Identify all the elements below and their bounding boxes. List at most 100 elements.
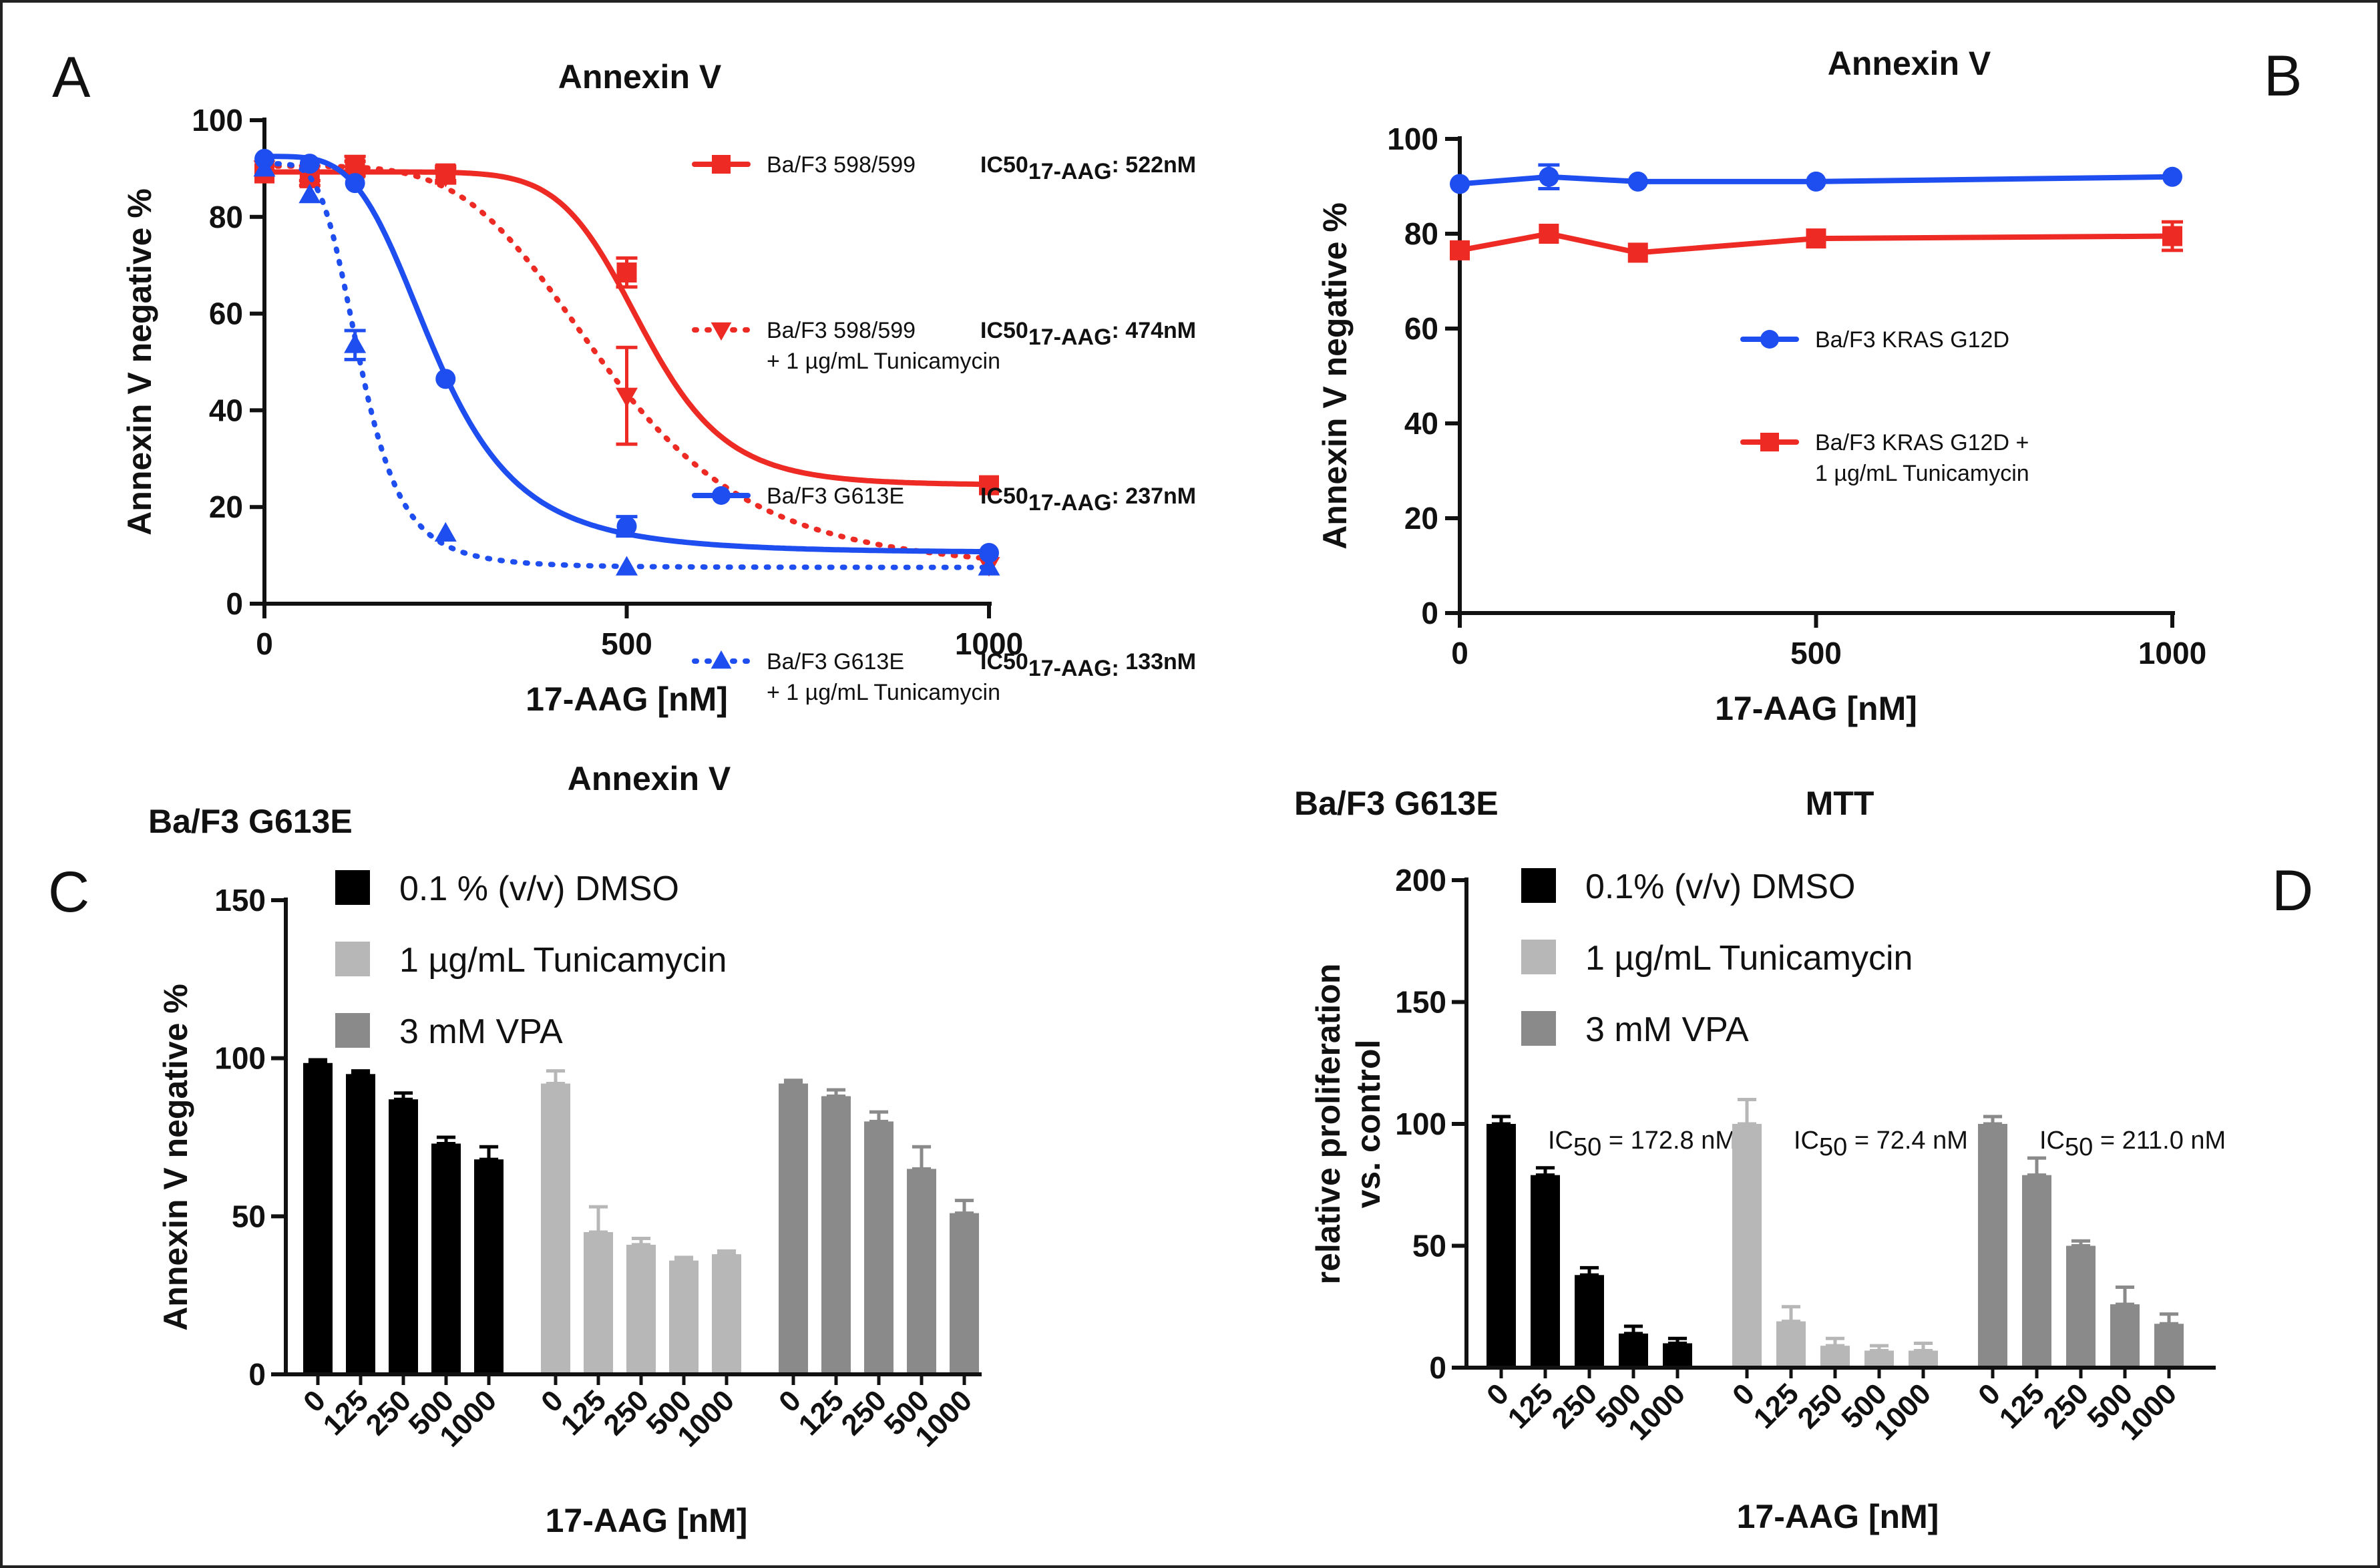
data-point bbox=[1450, 240, 1470, 260]
data-point bbox=[299, 183, 321, 204]
data-point bbox=[616, 262, 637, 283]
data-point bbox=[253, 157, 276, 177]
panel-label-b: B bbox=[2264, 44, 2302, 108]
bar bbox=[950, 1213, 979, 1374]
legend-swatch-marker bbox=[1760, 330, 1779, 349]
legend-label: 0.1 % (v/v) DMSO bbox=[399, 869, 679, 908]
bar bbox=[1820, 1346, 1850, 1368]
error-bar bbox=[674, 1255, 694, 1263]
series-line bbox=[262, 169, 992, 487]
x-tick-label: 0 bbox=[256, 626, 273, 661]
chart-title: Annexin V bbox=[1828, 45, 1991, 82]
ic50-subscript: 50 bbox=[2065, 1133, 2093, 1161]
bar bbox=[669, 1260, 699, 1374]
y-tick-label: 20 bbox=[1404, 501, 1438, 536]
legend-label-line2: + 1 µg/mL Tunicamycin bbox=[767, 349, 1000, 374]
ic50-label: IC5017-AAG: 237nM bbox=[980, 483, 1196, 516]
bar bbox=[346, 1074, 375, 1374]
ic50-annotation: IC50 = 211.0 nM bbox=[2039, 1127, 2226, 1161]
legend-label: 3 mM VPA bbox=[399, 1012, 563, 1051]
legend-entry-0: Ba/F3 KRAS G12D bbox=[1740, 327, 2009, 353]
y-tick-label: 60 bbox=[209, 297, 243, 331]
legend-entry-0: Ba/F3 598/599 IC5017-AAG: 522nM bbox=[692, 152, 1196, 184]
ic50-prefix: IC50 bbox=[980, 483, 1028, 509]
legend-label-line2: 1 µg/mL Tunicamycin bbox=[1815, 461, 2029, 486]
bar bbox=[1663, 1343, 1692, 1368]
series-a-2 bbox=[254, 148, 999, 563]
bar bbox=[1732, 1124, 1762, 1368]
legend-entry-2: Ba/F3 G613E IC5017-AAG: 237nM bbox=[692, 483, 1196, 516]
y-axis-title-line1: relative proliferation bbox=[1310, 964, 1347, 1285]
x-axis-title: 17-AAG [nM] bbox=[1715, 690, 1917, 727]
legend-label: 0.1% (v/v) DMSO bbox=[1585, 867, 1856, 906]
bar bbox=[1864, 1350, 1894, 1368]
chart-title: MTT bbox=[1806, 785, 1874, 822]
chart-subtitle: Ba/F3 G613E bbox=[148, 803, 353, 840]
ic50-prefix: IC bbox=[1794, 1127, 1819, 1155]
bar bbox=[2066, 1245, 2096, 1368]
ic50-annotation: IC50 = 72.4 nM bbox=[1794, 1127, 1968, 1161]
y-tick-label: 60 bbox=[1404, 311, 1438, 346]
ic50-value: : 522nM bbox=[1112, 152, 1197, 178]
bar bbox=[779, 1083, 808, 1374]
x-tick-label: 500 bbox=[601, 626, 652, 661]
ic50-label: IC5017-AAG: 522nM bbox=[980, 152, 1196, 184]
data-point bbox=[1627, 171, 1648, 192]
ic50-value: 133nM bbox=[1119, 649, 1196, 674]
y-tick-label: 100 bbox=[192, 103, 243, 138]
ic50-subscript: 17-AAG: bbox=[1028, 656, 1119, 681]
series-b-1 bbox=[1450, 220, 2183, 263]
ic50-value: : 474nM bbox=[1112, 318, 1197, 343]
legend-entry-1: Ba/F3 598/599+ 1 µg/mL TunicamycinIC5017… bbox=[692, 318, 1197, 374]
panel-b: B Annexin V 17-AAG [nM] Annexin V negative … bbox=[1316, 44, 2302, 727]
data-point bbox=[2162, 226, 2182, 246]
data-point bbox=[1450, 174, 1470, 194]
data-point bbox=[345, 173, 365, 194]
bar bbox=[907, 1169, 936, 1374]
error-bar bbox=[351, 1069, 371, 1076]
y-tick-label: 40 bbox=[1404, 406, 1438, 441]
ic50-prefix: IC50 bbox=[980, 152, 1028, 178]
y-tick-label: 0 bbox=[248, 1357, 266, 1392]
data-point bbox=[979, 475, 999, 496]
y-tick-label: 50 bbox=[232, 1199, 266, 1233]
bar bbox=[474, 1159, 504, 1374]
bar bbox=[1776, 1321, 1806, 1368]
x-axis-title: 17-AAG [nM] bbox=[1737, 1498, 1939, 1535]
y-axis-title-line2: vs. control bbox=[1350, 1040, 1387, 1209]
panel-label-c: C bbox=[48, 860, 89, 924]
bar bbox=[864, 1121, 894, 1374]
error-bar bbox=[308, 1058, 328, 1065]
y-axis-title: Annexin V negative % bbox=[1316, 202, 1354, 550]
legend-label: 1 µg/mL Tunicamycin bbox=[1585, 939, 1913, 978]
x-axis-title: 17-AAG [nM] bbox=[526, 680, 728, 718]
chart-title: Annexin V bbox=[558, 58, 722, 95]
bar bbox=[541, 1083, 570, 1374]
bar bbox=[1909, 1350, 1938, 1368]
data-point bbox=[1539, 166, 1559, 187]
data-point bbox=[434, 522, 457, 542]
bar bbox=[431, 1143, 461, 1374]
bar bbox=[584, 1232, 613, 1374]
x-tick-label: 1000 bbox=[955, 626, 1023, 661]
error-bar bbox=[783, 1079, 803, 1086]
chart-subtitle: Ba/F3 G613E bbox=[1294, 785, 1499, 822]
bar bbox=[1575, 1275, 1604, 1368]
legend-label: Ba/F3 KRAS G12D bbox=[1815, 327, 2009, 353]
data-point bbox=[616, 556, 638, 576]
bar bbox=[1486, 1124, 1516, 1368]
legend-label: Ba/F3 G613E bbox=[767, 483, 904, 509]
y-tick-label: 50 bbox=[1412, 1229, 1446, 1263]
ic50-value: = 172.8 nM bbox=[1601, 1127, 1736, 1155]
legend-entry-1: Ba/F3 KRAS G12D + 1 µg/mL Tunicamycin bbox=[1740, 430, 2029, 486]
ic50-label: IC5017-AAG: 133nM bbox=[980, 649, 1196, 681]
bar bbox=[821, 1096, 851, 1374]
y-tick-label: 40 bbox=[209, 393, 243, 427]
ic50-subscript: 50 bbox=[1819, 1133, 1847, 1161]
legend-swatch bbox=[1521, 940, 1556, 974]
y-axis-title: Annexin V negative % bbox=[121, 188, 158, 536]
data-point bbox=[344, 156, 367, 176]
y-tick-label: 150 bbox=[214, 883, 266, 918]
